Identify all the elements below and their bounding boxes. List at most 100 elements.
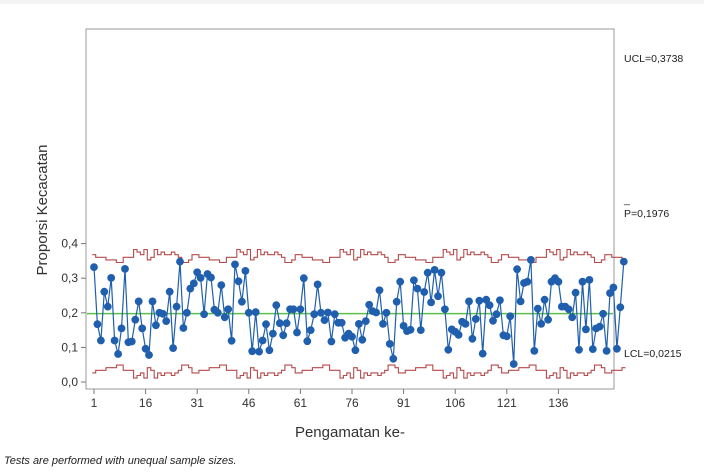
data-point	[306, 326, 315, 334]
data-point	[420, 288, 429, 296]
data-point	[537, 320, 546, 328]
data-point	[241, 267, 250, 275]
data-point	[238, 297, 246, 306]
data-point	[196, 274, 205, 282]
data-point	[437, 268, 446, 277]
data-point	[262, 320, 270, 329]
data-point	[385, 340, 394, 348]
data-point	[296, 305, 305, 314]
data-point	[530, 347, 539, 355]
data-point	[392, 297, 401, 306]
data-point	[317, 308, 325, 317]
data-point	[224, 305, 233, 314]
data-point	[138, 324, 147, 333]
data-point	[602, 347, 611, 355]
data-point	[588, 345, 597, 353]
data-point	[165, 287, 174, 296]
data-point	[465, 297, 473, 306]
data-point	[506, 312, 515, 321]
data-point	[172, 302, 181, 311]
data-point	[372, 308, 380, 317]
data-point	[227, 336, 236, 345]
data-point	[282, 319, 291, 328]
data-point	[540, 295, 549, 304]
y-axis: 0,0 0,1 0,2 0,3 0,4	[61, 237, 86, 389]
data-point	[475, 296, 484, 305]
data-point	[217, 281, 226, 289]
data-point	[389, 354, 398, 363]
data-point	[244, 308, 253, 317]
data-point	[430, 266, 439, 274]
plot-area	[85, 28, 615, 390]
data-point	[251, 308, 260, 316]
data-point	[220, 313, 229, 322]
proportion-points	[90, 256, 628, 368]
data-point	[90, 263, 98, 271]
x-tick-label: 76	[345, 396, 359, 410]
data-point	[169, 344, 178, 352]
data-point	[595, 322, 604, 331]
x-tick-label: 136	[548, 396, 568, 410]
data-point	[544, 315, 552, 324]
data-point	[330, 310, 339, 319]
data-point	[492, 310, 501, 319]
data-point	[269, 329, 277, 338]
data-point	[348, 332, 356, 341]
center-line-bar-mark: _	[623, 194, 630, 206]
data-point	[158, 309, 167, 318]
data-point	[231, 260, 239, 269]
data-point	[107, 274, 116, 282]
data-point	[234, 277, 243, 286]
top-strip-fragment	[0, 0, 704, 4]
data-point	[516, 297, 525, 306]
data-point	[582, 325, 590, 334]
x-tick-label: 91	[397, 396, 411, 410]
data-point	[365, 300, 374, 309]
x-axis: 1 16 31 46 61 76 91 106 121 136	[91, 389, 569, 410]
data-point	[127, 337, 136, 346]
footnote: Tests are performed with unequal sample …	[4, 455, 237, 467]
data-point	[571, 288, 580, 297]
data-point	[117, 324, 126, 333]
data-point	[279, 331, 288, 340]
y-axis-title: Proporsi Kecacatan	[34, 145, 51, 276]
data-point	[575, 345, 583, 354]
data-point	[441, 305, 449, 314]
data-point	[585, 276, 594, 284]
x-tick-label: 1	[91, 396, 98, 410]
data-point	[410, 276, 418, 285]
data-point	[413, 284, 422, 293]
data-point	[396, 277, 405, 286]
data-point	[564, 305, 573, 314]
control-limits	[92, 248, 626, 379]
data-point	[375, 286, 384, 295]
data-point	[141, 344, 150, 353]
data-point	[179, 324, 188, 332]
data-point	[513, 265, 521, 274]
y-tick-label: 0,0	[61, 375, 78, 389]
y-tick-label: 0,3	[61, 271, 78, 285]
data-point	[578, 277, 587, 286]
data-point	[454, 331, 463, 339]
data-point	[293, 328, 301, 337]
data-point	[193, 268, 202, 277]
data-point	[358, 335, 367, 344]
data-point	[93, 320, 102, 329]
x-tick-label: 46	[242, 396, 256, 410]
lcl-label: LCL=0,0215	[624, 348, 682, 360]
data-point	[97, 336, 105, 345]
data-point	[489, 316, 497, 325]
data-point	[527, 256, 535, 264]
data-point	[471, 315, 480, 323]
data-point	[609, 283, 618, 292]
data-point	[272, 301, 281, 310]
data-point	[145, 351, 153, 359]
data-point	[275, 319, 284, 328]
data-point	[183, 308, 191, 317]
data-point	[619, 257, 628, 266]
data-point	[361, 317, 370, 325]
data-point	[162, 317, 171, 325]
data-point	[382, 308, 391, 317]
data-point	[103, 302, 112, 311]
